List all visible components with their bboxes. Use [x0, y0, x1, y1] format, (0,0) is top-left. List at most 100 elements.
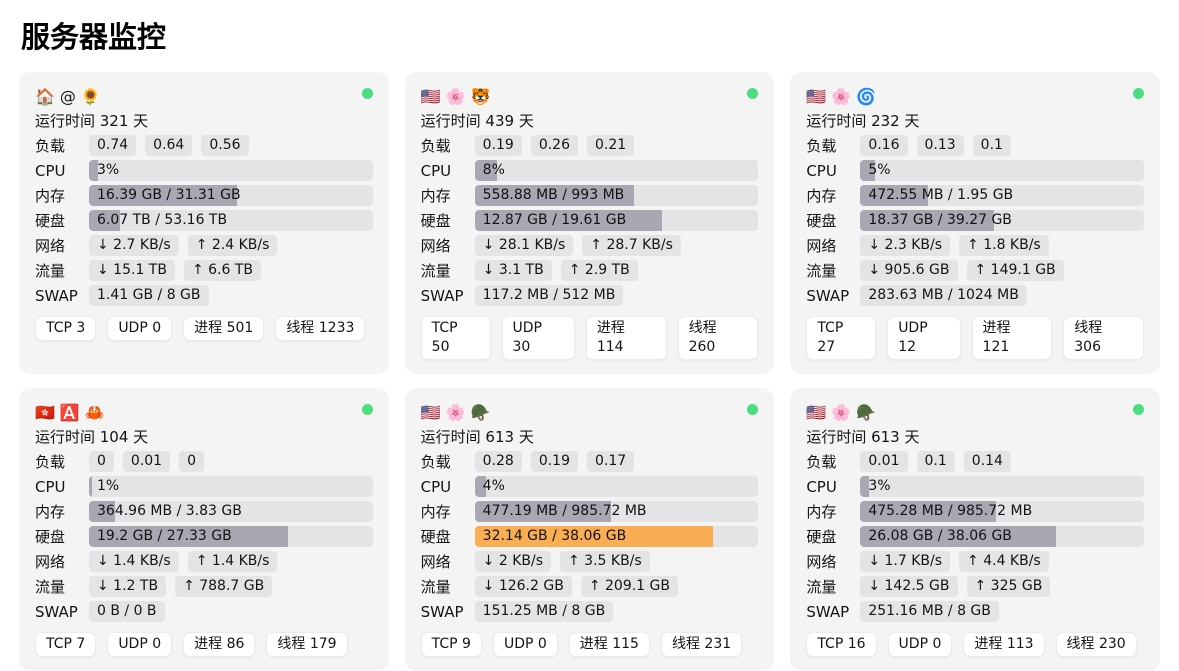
server-card[interactable]: 🇺🇸 🌸 🌀 运行时间 232 天 负载 0.16 0.13 0.1 CPU 5… — [790, 72, 1160, 374]
network-upload-value: ↑ 28.7 KB/s — [582, 235, 681, 256]
network-label: 网络 — [35, 553, 66, 571]
cpu-bar-fill — [474, 476, 486, 497]
memory-bar-fill — [860, 185, 929, 206]
load-5m-value: 0.19 — [530, 451, 578, 472]
server-card[interactable]: 🇺🇸 🌸 🪖 运行时间 613 天 负载 0.28 0.19 0.17 CPU … — [404, 388, 775, 671]
uptime-row: 运行时间 232 天 — [806, 109, 1144, 132]
traffic-upload-value: ↑ 149.1 GB — [966, 260, 1064, 281]
load-15m-value: 0.21 — [587, 135, 635, 156]
cpu-row: CPU 4% — [421, 475, 759, 498]
disk-value: 26.08 GB / 38.06 GB — [868, 528, 1012, 544]
traffic-download-value: ↓ 1.2 TB — [89, 576, 167, 597]
disk-bar-fill — [474, 526, 713, 547]
memory-value: 364.96 MB / 3.83 GB — [97, 503, 242, 519]
memory-label: 内存 — [806, 503, 837, 521]
network-download-value: ↓ 2.3 KB/s — [860, 235, 951, 256]
network-row: 网络 ↓ 28.1 KB/s ↑ 28.7 KB/s — [421, 234, 759, 257]
memory-bar: 475.28 MB / 985.72 MB — [860, 501, 1144, 522]
network-label: 网络 — [35, 237, 66, 255]
server-card[interactable]: 🇺🇸 🌸 🐯 运行时间 439 天 负载 0.19 0.26 0.21 CPU … — [404, 72, 775, 374]
memory-row: 内存 558.88 MB / 993 MB — [421, 184, 759, 207]
memory-value: 16.39 GB / 31.31 GB — [97, 187, 241, 203]
swap-label: SWAP — [420, 286, 464, 305]
load-1m-value: 0 — [89, 451, 114, 472]
swap-label: SWAP — [420, 602, 464, 621]
cpu-bar-fill — [89, 476, 92, 497]
cpu-bar-fill — [860, 160, 875, 181]
swap-label: SWAP — [35, 602, 78, 621]
swap-row: SWAP 251.16 MB / 8 GB — [806, 600, 1144, 623]
traffic-row: 流量 ↓ 905.6 GB ↑ 149.1 GB — [806, 259, 1144, 282]
load-row: 负载 0.01 0.1 0.14 — [806, 450, 1144, 473]
disk-bar-fill — [860, 526, 1057, 547]
uptime-row: 运行时间 321 天 — [35, 109, 373, 132]
uptime-text: 运行时间 613 天 — [806, 428, 920, 446]
memory-row: 内存 364.96 MB / 3.83 GB — [35, 500, 373, 523]
traffic-upload-value: ↑ 788.7 GB — [175, 576, 273, 597]
disk-bar-fill — [860, 210, 994, 231]
server-card[interactable]: 🏠 @ 🌻 运行时间 321 天 负载 0.74 0.64 0.56 CPU 3… — [19, 72, 389, 374]
network-upload-value: ↑ 4.4 KB/s — [959, 551, 1049, 572]
server-card[interactable]: 🇺🇸 🌸 🪖 运行时间 613 天 负载 0.01 0.1 0.14 CPU 3… — [790, 388, 1160, 671]
online-status-dot — [747, 88, 759, 99]
load-5m-value: 0.13 — [916, 135, 964, 156]
load-15m-value: 0 — [179, 451, 205, 472]
cpu-row: CPU 8% — [421, 159, 759, 182]
cpu-value: 5% — [868, 162, 891, 178]
network-row: 网络 ↓ 1.4 KB/s ↑ 1.4 KB/s — [35, 550, 373, 573]
disk-label: 硬盘 — [35, 212, 66, 230]
stats-badges: TCP 3 UDP 0 进程 501 线程 1233 — [35, 316, 373, 341]
network-download-value: ↓ 1.7 KB/s — [860, 551, 951, 572]
server-flag-icon: 🇭🇰 — [35, 402, 55, 422]
load-1m-value: 0.28 — [474, 451, 522, 472]
server-card[interactable]: 🇭🇰 🅰️ 🦀 运行时间 104 天 负载 0 0.01 0 CPU 1% 内存… — [19, 388, 389, 671]
disk-bar: 12.87 GB / 19.61 GB — [474, 210, 759, 231]
traffic-row: 流量 ↓ 15.1 TB ↑ 6.6 TB — [35, 259, 373, 282]
disk-row: 硬盘 6.07 TB / 53.16 TB — [35, 209, 373, 232]
memory-row: 内存 475.28 MB / 985.72 MB — [806, 500, 1144, 523]
load-row: 负载 0.19 0.26 0.21 — [421, 134, 759, 157]
cpu-bar: 5% — [860, 160, 1144, 181]
cpu-bar-fill — [89, 160, 98, 181]
disk-value: 6.07 TB / 53.16 TB — [97, 212, 228, 228]
load-15m-value: 0.56 — [201, 135, 249, 156]
cpu-bar: 3% — [89, 160, 373, 181]
swap-row: SWAP 151.25 MB / 8 GB — [421, 600, 759, 623]
uptime-text: 运行时间 439 天 — [420, 112, 534, 130]
traffic-download-value: ↓ 3.1 TB — [474, 260, 552, 281]
load-label: 负载 — [420, 137, 451, 155]
server-icons: 🇺🇸 🌸 🌀 — [806, 85, 1144, 107]
traffic-label: 流量 — [806, 262, 837, 280]
network-download-value: ↓ 28.1 KB/s — [474, 235, 574, 256]
udp-badge: UDP 30 — [501, 316, 575, 360]
load-label: 负载 — [806, 137, 837, 155]
cpu-label: CPU — [806, 477, 837, 496]
uptime-row: 运行时间 613 天 — [421, 425, 759, 448]
load-label: 负载 — [35, 137, 66, 155]
traffic-label: 流量 — [35, 262, 66, 280]
cards-grid: 🏠 @ 🌻 运行时间 321 天 负载 0.74 0.64 0.56 CPU 3… — [19, 72, 1160, 671]
thread-badge: 线程 260 — [677, 316, 759, 360]
udp-badge: UDP 12 — [887, 316, 961, 360]
cpu-label: CPU — [35, 477, 66, 496]
load-5m-value: 0.64 — [145, 135, 193, 156]
cpu-value: 1% — [97, 478, 120, 494]
process-badge: 进程 114 — [585, 316, 667, 360]
load-15m-value: 0.17 — [587, 451, 635, 472]
cpu-label: CPU — [420, 161, 452, 180]
server-os-icon: 🌀 — [856, 86, 877, 106]
load-15m-value: 0.14 — [963, 451, 1011, 472]
server-icons: 🇺🇸 🌸 🪖 — [421, 401, 759, 423]
cpu-value: 3% — [97, 162, 120, 178]
memory-row: 内存 472.55 MB / 1.95 GB — [806, 184, 1144, 207]
traffic-upload-value: ↑ 2.9 TB — [560, 260, 638, 281]
disk-label: 硬盘 — [420, 212, 451, 230]
swap-value: 1.41 GB / 8 GB — [89, 285, 209, 306]
network-upload-value: ↑ 1.8 KB/s — [959, 235, 1049, 256]
disk-value: 32.14 GB / 38.06 GB — [482, 528, 627, 544]
traffic-download-value: ↓ 126.2 GB — [474, 576, 572, 597]
process-badge: 进程 121 — [971, 316, 1053, 360]
online-status-dot — [1132, 88, 1144, 99]
server-flag-icon: 🇺🇸 — [806, 402, 827, 422]
thread-badge: 线程 1233 — [275, 316, 366, 341]
